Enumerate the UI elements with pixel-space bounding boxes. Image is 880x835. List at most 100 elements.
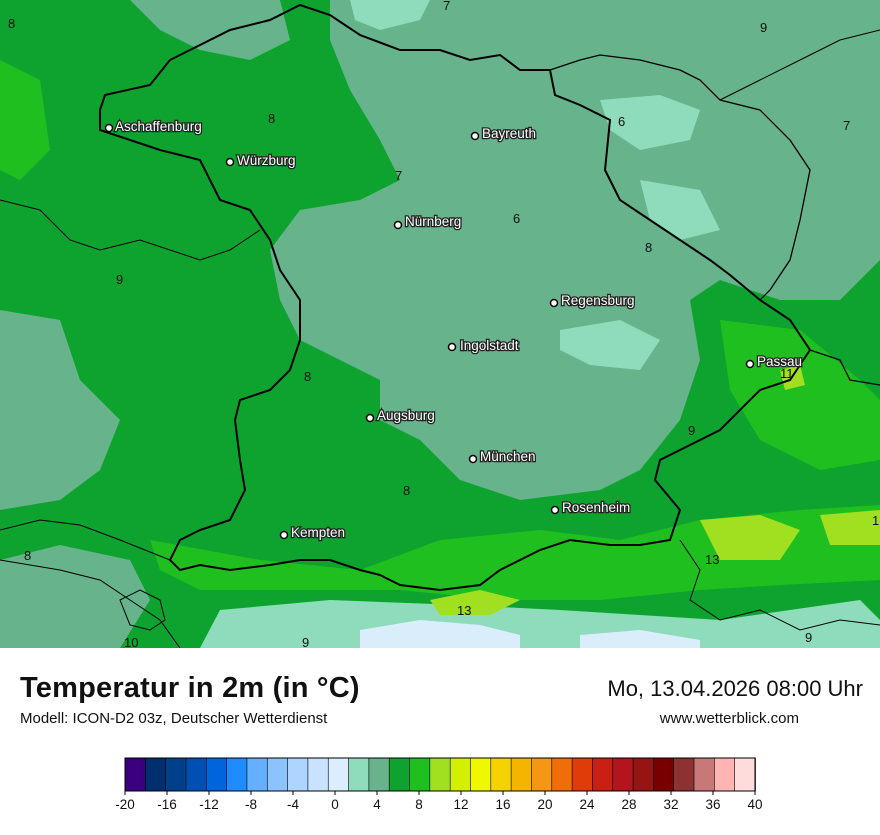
thin-border-west [0, 199, 261, 261]
website-link[interactable]: www.wetterblick.com [659, 710, 799, 727]
color-legend-tick-label: -16 [157, 797, 177, 812]
city-dot [549, 298, 559, 308]
map-title: Temperatur in 2m (in °C) [20, 672, 360, 704]
isolabel: 9 [805, 630, 812, 645]
isolabel: 8 [8, 16, 15, 31]
temperature-field-alps-snow [360, 620, 520, 648]
color-legend-tick-label: 40 [747, 797, 762, 812]
color-legend-swatch [368, 757, 390, 792]
color-legend: -20 -16 -12 -8 -4 0 4 8 12 16 20 24 28 32 36 40 [0, 750, 880, 830]
temperature-map: 7 9 8 8 7 6 7 6 8 9 8 9 11 8 13 13 10 9 … [0, 0, 880, 650]
isolabel: 8 [645, 240, 652, 255]
city-label-kempten: Kempten [291, 525, 345, 540]
temperature-field-cool-nw [130, 0, 290, 60]
color-legend-swatch [673, 757, 695, 792]
thin-border-lake [119, 589, 166, 631]
city-dot [104, 123, 114, 133]
isolabel: 7 [843, 118, 850, 133]
color-legend-swatch [124, 757, 147, 792]
isolabel: 8 [403, 483, 410, 498]
city-label-muenchen: München [480, 449, 536, 464]
isolabel: 6 [618, 114, 625, 129]
bavaria-border [99, 3, 812, 592]
color-legend-tick-label: 36 [705, 797, 720, 812]
isolabel: 8 [268, 111, 275, 126]
city-dot [279, 530, 289, 540]
color-legend-tick-label: -8 [245, 797, 257, 812]
color-legend-tick-label: -4 [287, 797, 299, 812]
temperature-field-warmest-3 [430, 590, 520, 615]
isolabel: 10 [124, 635, 138, 648]
city-dot [225, 157, 235, 167]
color-legend-tick-label: 24 [579, 797, 595, 812]
temperature-field-cold-patch-4 [350, 0, 430, 30]
color-legend-swatch [145, 757, 167, 792]
color-legend-swatch [327, 757, 350, 792]
color-legend-swatch [226, 757, 248, 792]
color-legend-swatch [266, 757, 289, 792]
isolabel: 9 [116, 272, 123, 287]
isolabel: 6 [513, 211, 520, 226]
thin-border-ne [719, 29, 880, 101]
city-dot [745, 359, 755, 369]
color-legend-swatch [388, 757, 411, 792]
color-legend-swatch [592, 757, 614, 792]
color-legend-swatch [449, 757, 472, 792]
color-legend-swatch [490, 757, 512, 792]
temperature-field-cool-sw [0, 545, 150, 648]
temperature-field-cold-patch-1 [600, 95, 700, 150]
color-legend-tick-label: 28 [621, 797, 636, 812]
color-legend-swatch [348, 757, 370, 792]
color-legend-swatch [510, 757, 533, 792]
isolabel: 7 [395, 168, 402, 183]
city-label-wuerzburg: Würzburg [237, 153, 296, 168]
isolabel: 7 [443, 0, 450, 13]
color-legend-swatch [714, 757, 736, 792]
city-dot [468, 454, 478, 464]
isolabel: 13 [457, 603, 471, 618]
temperature-field-cold-patch-3 [560, 320, 660, 370]
color-legend-swatch [287, 757, 309, 792]
national-border-czech [549, 54, 811, 301]
color-legend-swatch [185, 757, 208, 792]
temperature-field-warmest-1 [700, 515, 800, 560]
isolabel: 8 [304, 369, 311, 384]
color-legend-tick-label: 0 [331, 797, 339, 812]
color-legend-frame [124, 757, 756, 792]
color-legend-swatch [612, 757, 634, 792]
color-legend-tick-label: 4 [373, 797, 381, 812]
color-legend-swatch [470, 757, 492, 792]
state-borders [0, 3, 880, 649]
color-legend-bar: -20 -16 -12 -8 -4 0 4 8 12 16 20 24 28 32 36 40 [115, 757, 763, 812]
city-dot [393, 220, 403, 230]
map-canvas: 7 9 8 8 7 6 7 6 8 9 8 9 11 8 13 13 10 9 … [0, 0, 880, 650]
city-label-augsburg: Augsburg [377, 408, 435, 423]
color-legend-tick-label: -12 [199, 797, 219, 812]
color-legend-swatch [551, 757, 573, 792]
color-legend-swatch [429, 757, 451, 792]
temperature-field-warmest-2 [820, 510, 880, 545]
isolabel: 11 [780, 366, 794, 381]
temperature-field-warm-east [720, 320, 880, 470]
color-legend-tick-label: -20 [115, 797, 135, 812]
color-legend-tick-label: 12 [453, 797, 468, 812]
city-dot [550, 505, 560, 515]
city-label-bayreuth: Bayreuth [482, 126, 536, 141]
isolabel: 8 [24, 548, 31, 563]
city-label-passau: Passau [757, 354, 802, 369]
thin-border-sw [0, 519, 181, 649]
color-legend-tick-label: 8 [415, 797, 423, 812]
city-label-ingolstadt: Ingolstadt [460, 338, 519, 353]
color-legend-tick-label: 20 [537, 797, 552, 812]
color-legend-swatch [205, 757, 228, 792]
city-label-nuernberg: Nürnberg [405, 214, 461, 229]
color-legend-swatch [693, 757, 716, 792]
color-legend-swatch [307, 757, 330, 792]
isolabel: 9 [760, 20, 767, 35]
temperature-field-cool-west [0, 310, 120, 510]
color-legend-swatch [653, 757, 675, 792]
color-legend-tick-label: 16 [495, 797, 510, 812]
national-border-austria [809, 349, 880, 386]
color-legend-tick-label: 32 [663, 797, 678, 812]
city-markers: Aschaffenburg Würzburg Bayreuth Nürnberg… [104, 118, 803, 541]
